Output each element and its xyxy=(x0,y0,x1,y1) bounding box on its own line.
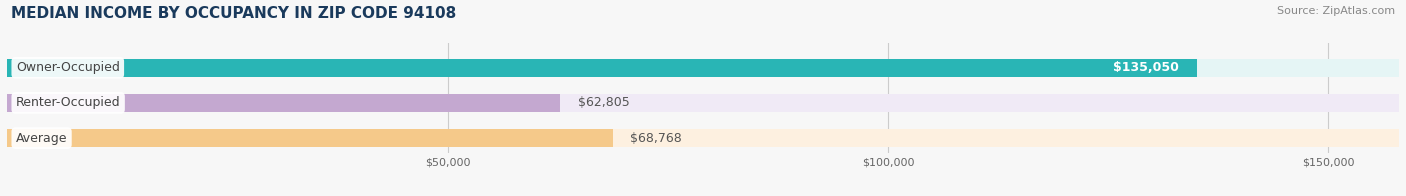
Bar xyxy=(7,59,1399,77)
Bar xyxy=(7,94,1399,112)
Text: Renter-Occupied: Renter-Occupied xyxy=(15,96,121,109)
Text: $135,050: $135,050 xyxy=(1114,61,1180,74)
Text: $62,805: $62,805 xyxy=(578,96,630,109)
Bar xyxy=(7,129,613,147)
Bar xyxy=(7,59,1197,77)
Bar xyxy=(7,129,1399,147)
Text: Average: Average xyxy=(15,132,67,145)
Text: MEDIAN INCOME BY OCCUPANCY IN ZIP CODE 94108: MEDIAN INCOME BY OCCUPANCY IN ZIP CODE 9… xyxy=(11,6,457,21)
Bar xyxy=(7,94,561,112)
Text: Owner-Occupied: Owner-Occupied xyxy=(15,61,120,74)
Text: $68,768: $68,768 xyxy=(630,132,682,145)
Text: Source: ZipAtlas.com: Source: ZipAtlas.com xyxy=(1277,6,1395,16)
